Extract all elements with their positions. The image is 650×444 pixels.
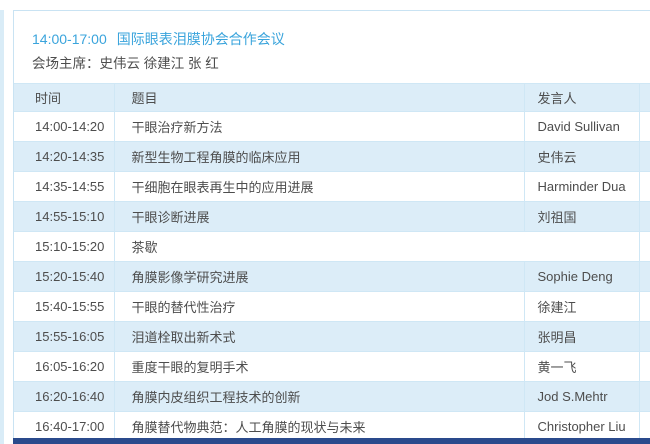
time-cell: 14:55-15:10 bbox=[14, 201, 115, 232]
table-row: 16:40-17:00 角膜替代物典范：人工角膜的现状与未来 Christoph… bbox=[14, 411, 650, 442]
topic-cell: 新型生物工程角膜的临床应用 bbox=[113, 141, 525, 172]
topic-cell: 干眼诊断进展 bbox=[113, 201, 525, 232]
table-row: 15:55-16:05 泪道栓取出新术式 张明昌 bbox=[14, 321, 650, 352]
table-row: 14:20-14:35 新型生物工程角膜的临床应用 史伟云 bbox=[14, 141, 650, 172]
topic-cell: 干眼治疗新方法 bbox=[113, 111, 525, 142]
time-cell: 16:05-16:20 bbox=[14, 351, 115, 382]
spacer-header-cell bbox=[638, 83, 650, 112]
session-time-range: 14:00-17:00 bbox=[32, 31, 107, 47]
schedule-table: 时间 题目 发言人 14:00-14:20 干眼治疗新方法 David Sull… bbox=[14, 83, 650, 442]
spacer-cell bbox=[638, 321, 650, 352]
time-cell: 15:20-15:40 bbox=[14, 261, 115, 292]
table-row-break: 15:10-15:20 茶歇 bbox=[14, 231, 650, 262]
adjacent-panel-edge bbox=[0, 10, 4, 444]
topic-cell: 重度干眼的复明手术 bbox=[113, 351, 525, 382]
session-chairs: 史伟云 徐建江 张 红 bbox=[99, 56, 219, 71]
time-cell: 14:00-14:20 bbox=[14, 111, 115, 142]
session-chairs-label: 会场主席： bbox=[32, 56, 100, 71]
speaker-cell: Jod S.Mehtr bbox=[523, 381, 640, 412]
time-cell: 15:40-15:55 bbox=[14, 291, 115, 322]
table-row: 14:35-14:55 干细胞在眼表再生中的应用进展 Harminder Dua bbox=[14, 171, 650, 202]
time-cell: 16:40-17:00 bbox=[14, 411, 115, 442]
topic-cell: 角膜内皮组织工程技术的创新 bbox=[113, 381, 525, 412]
spacer-cell bbox=[638, 111, 650, 142]
column-header-topic: 题目 bbox=[113, 83, 525, 112]
table-header-row: 时间 题目 发言人 bbox=[14, 83, 650, 112]
topic-cell: 茶歇 bbox=[113, 231, 640, 262]
session-panel: 14:00-17:00 国际眼表泪膜协会合作会议 会场主席：史伟云 徐建江 张 红… bbox=[13, 10, 650, 444]
speaker-cell: Harminder Dua bbox=[523, 171, 640, 202]
spacer-cell bbox=[638, 291, 650, 322]
topic-cell: 干眼的替代性治疗 bbox=[113, 291, 525, 322]
column-header-speaker: 发言人 bbox=[523, 83, 640, 112]
spacer-cell bbox=[638, 201, 650, 232]
next-section-header-bar bbox=[13, 438, 650, 444]
spacer-cell bbox=[638, 351, 650, 382]
time-cell: 15:10-15:20 bbox=[14, 231, 115, 262]
speaker-cell: 史伟云 bbox=[523, 141, 640, 172]
spacer-cell bbox=[638, 411, 650, 442]
time-cell: 16:20-16:40 bbox=[14, 381, 115, 412]
speaker-cell: 张明昌 bbox=[523, 321, 640, 352]
session-title-line: 14:00-17:00 国际眼表泪膜协会合作会议 bbox=[32, 31, 650, 47]
speaker-cell: 徐建江 bbox=[523, 291, 640, 322]
spacer-cell bbox=[638, 141, 650, 172]
topic-cell: 干细胞在眼表再生中的应用进展 bbox=[113, 171, 525, 202]
time-cell: 15:55-16:05 bbox=[14, 321, 115, 352]
time-cell: 14:20-14:35 bbox=[14, 141, 115, 172]
time-cell: 14:35-14:55 bbox=[14, 171, 115, 202]
table-row: 15:20-15:40 角膜影像学研究进展 Sophie Deng bbox=[14, 261, 650, 292]
topic-cell: 角膜替代物典范：人工角膜的现状与未来 bbox=[113, 411, 525, 442]
speaker-cell: David Sullivan bbox=[523, 111, 640, 142]
table-row: 14:55-15:10 干眼诊断进展 刘祖国 bbox=[14, 201, 650, 232]
column-header-time: 时间 bbox=[14, 83, 115, 112]
topic-cell: 角膜影像学研究进展 bbox=[113, 261, 525, 292]
session-header: 14:00-17:00 国际眼表泪膜协会合作会议 会场主席：史伟云 徐建江 张 红 bbox=[14, 11, 650, 71]
topic-cell: 泪道栓取出新术式 bbox=[113, 321, 525, 352]
speaker-cell: Sophie Deng bbox=[523, 261, 640, 292]
speaker-cell: 刘祖国 bbox=[523, 201, 640, 232]
speaker-cell: Christopher Liu bbox=[523, 411, 640, 442]
spacer-cell bbox=[638, 231, 650, 262]
session-chairs-line: 会场主席：史伟云 徐建江 张 红 bbox=[32, 56, 650, 71]
spacer-cell bbox=[638, 171, 650, 202]
session-title: 国际眼表泪膜协会合作会议 bbox=[116, 31, 285, 47]
table-row: 16:05-16:20 重度干眼的复明手术 黄一飞 bbox=[14, 351, 650, 382]
table-row: 15:40-15:55 干眼的替代性治疗 徐建江 bbox=[14, 291, 650, 322]
table-row: 14:00-14:20 干眼治疗新方法 David Sullivan bbox=[14, 111, 650, 142]
spacer-cell bbox=[638, 261, 650, 292]
speaker-cell: 黄一飞 bbox=[523, 351, 640, 382]
spacer-cell bbox=[638, 381, 650, 412]
table-row: 16:20-16:40 角膜内皮组织工程技术的创新 Jod S.Mehtr bbox=[14, 381, 650, 412]
